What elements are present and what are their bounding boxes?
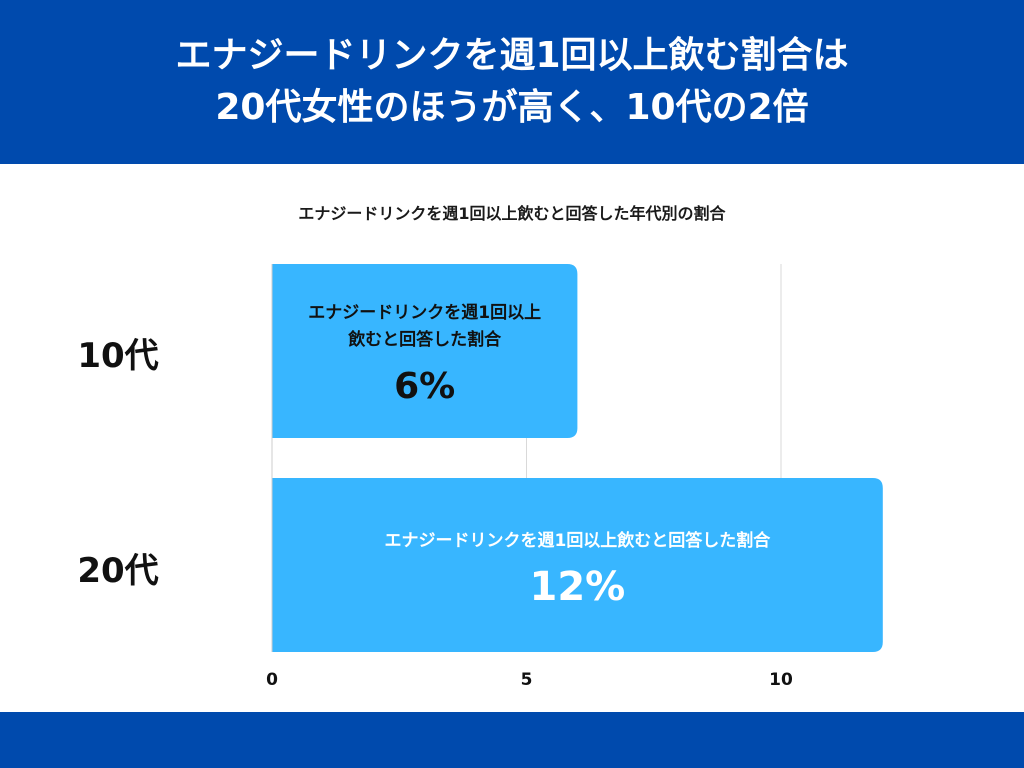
chart-title: エナジードリンクを週1回以上飲むと回答した年代別の割合	[298, 204, 726, 223]
x-tick-label: 10	[769, 670, 793, 690]
category-label: 10代	[77, 336, 158, 376]
header-banner: エナジードリンクを週1回以上飲む割合は 20代女性のほうが高く、10代の2倍	[0, 0, 1024, 164]
header-title-line1: エナジードリンクを週1回以上飲む割合は	[175, 35, 849, 76]
bar-value-label: 12%	[530, 564, 626, 610]
bar	[272, 264, 578, 438]
bar-label-text: 飲むと回答した割合	[347, 329, 502, 350]
bar	[272, 478, 883, 652]
footer-banner	[0, 712, 1024, 768]
bar-label-text: エナジードリンクを週1回以上	[308, 303, 541, 323]
category-label: 20代	[77, 551, 158, 591]
bar-label-text: エナジードリンクを週1回以上飲むと回答した割合	[384, 530, 771, 551]
header-title-line2: 20代女性のほうが高く、10代の2倍	[215, 87, 809, 128]
bar-value-label: 6%	[394, 366, 455, 407]
x-tick-label: 0	[266, 670, 278, 690]
x-tick-label: 5	[521, 670, 533, 690]
bar-chart: エナジードリンクを週1回以上飲むと回答した割合 6% エナジードリンクを週1回以上飲…	[77, 264, 1024, 690]
